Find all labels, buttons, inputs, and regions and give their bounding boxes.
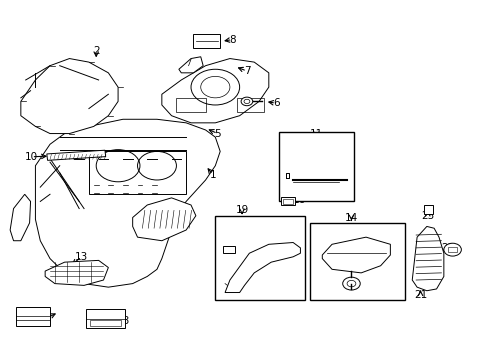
Bar [215, 216, 305, 300]
Bar [90, 320, 121, 326]
Bar [16, 307, 50, 327]
Text: 11: 11 [309, 129, 323, 139]
Text: 1: 1 [209, 170, 216, 180]
Text: 13: 13 [75, 252, 88, 262]
Bar [424, 205, 432, 214]
Circle shape [241, 97, 252, 106]
Text: 2: 2 [93, 46, 100, 57]
Polygon shape [21, 59, 118, 134]
Text: 9: 9 [18, 216, 24, 226]
Circle shape [443, 243, 460, 256]
Polygon shape [411, 226, 443, 291]
Bar [86, 309, 125, 328]
Text: 16: 16 [292, 195, 305, 204]
Text: 6: 6 [272, 98, 279, 108]
Text: 20: 20 [252, 248, 265, 258]
Text: 7: 7 [243, 66, 250, 76]
Text: 22: 22 [440, 243, 453, 253]
Text: 3: 3 [44, 312, 51, 323]
Polygon shape [322, 237, 389, 273]
Text: 17: 17 [342, 248, 355, 258]
Bar [281, 197, 294, 205]
Bar [47, 150, 105, 160]
Polygon shape [162, 59, 268, 123]
Text: 10: 10 [25, 152, 38, 162]
Bar [222, 246, 234, 253]
Polygon shape [35, 119, 220, 287]
Polygon shape [132, 198, 196, 241]
Bar [193, 33, 220, 48]
Text: 21: 21 [413, 290, 426, 300]
Text: 8: 8 [228, 35, 235, 45]
Bar [176, 98, 205, 112]
Text: 18: 18 [116, 316, 129, 326]
Text: 15: 15 [332, 286, 345, 296]
Polygon shape [10, 194, 30, 241]
Circle shape [342, 277, 360, 290]
Bar [278, 132, 353, 202]
Text: 12: 12 [277, 157, 290, 167]
Bar [283, 199, 292, 204]
Text: 5: 5 [214, 129, 221, 139]
Text: 23: 23 [420, 211, 433, 221]
Bar [237, 98, 264, 112]
Text: 4: 4 [148, 218, 155, 228]
Text: 19: 19 [235, 205, 248, 215]
Text: 14: 14 [344, 212, 357, 222]
Bar [447, 247, 457, 252]
Bar [309, 223, 404, 300]
Polygon shape [45, 260, 108, 285]
Polygon shape [224, 243, 300, 293]
Polygon shape [179, 57, 203, 73]
